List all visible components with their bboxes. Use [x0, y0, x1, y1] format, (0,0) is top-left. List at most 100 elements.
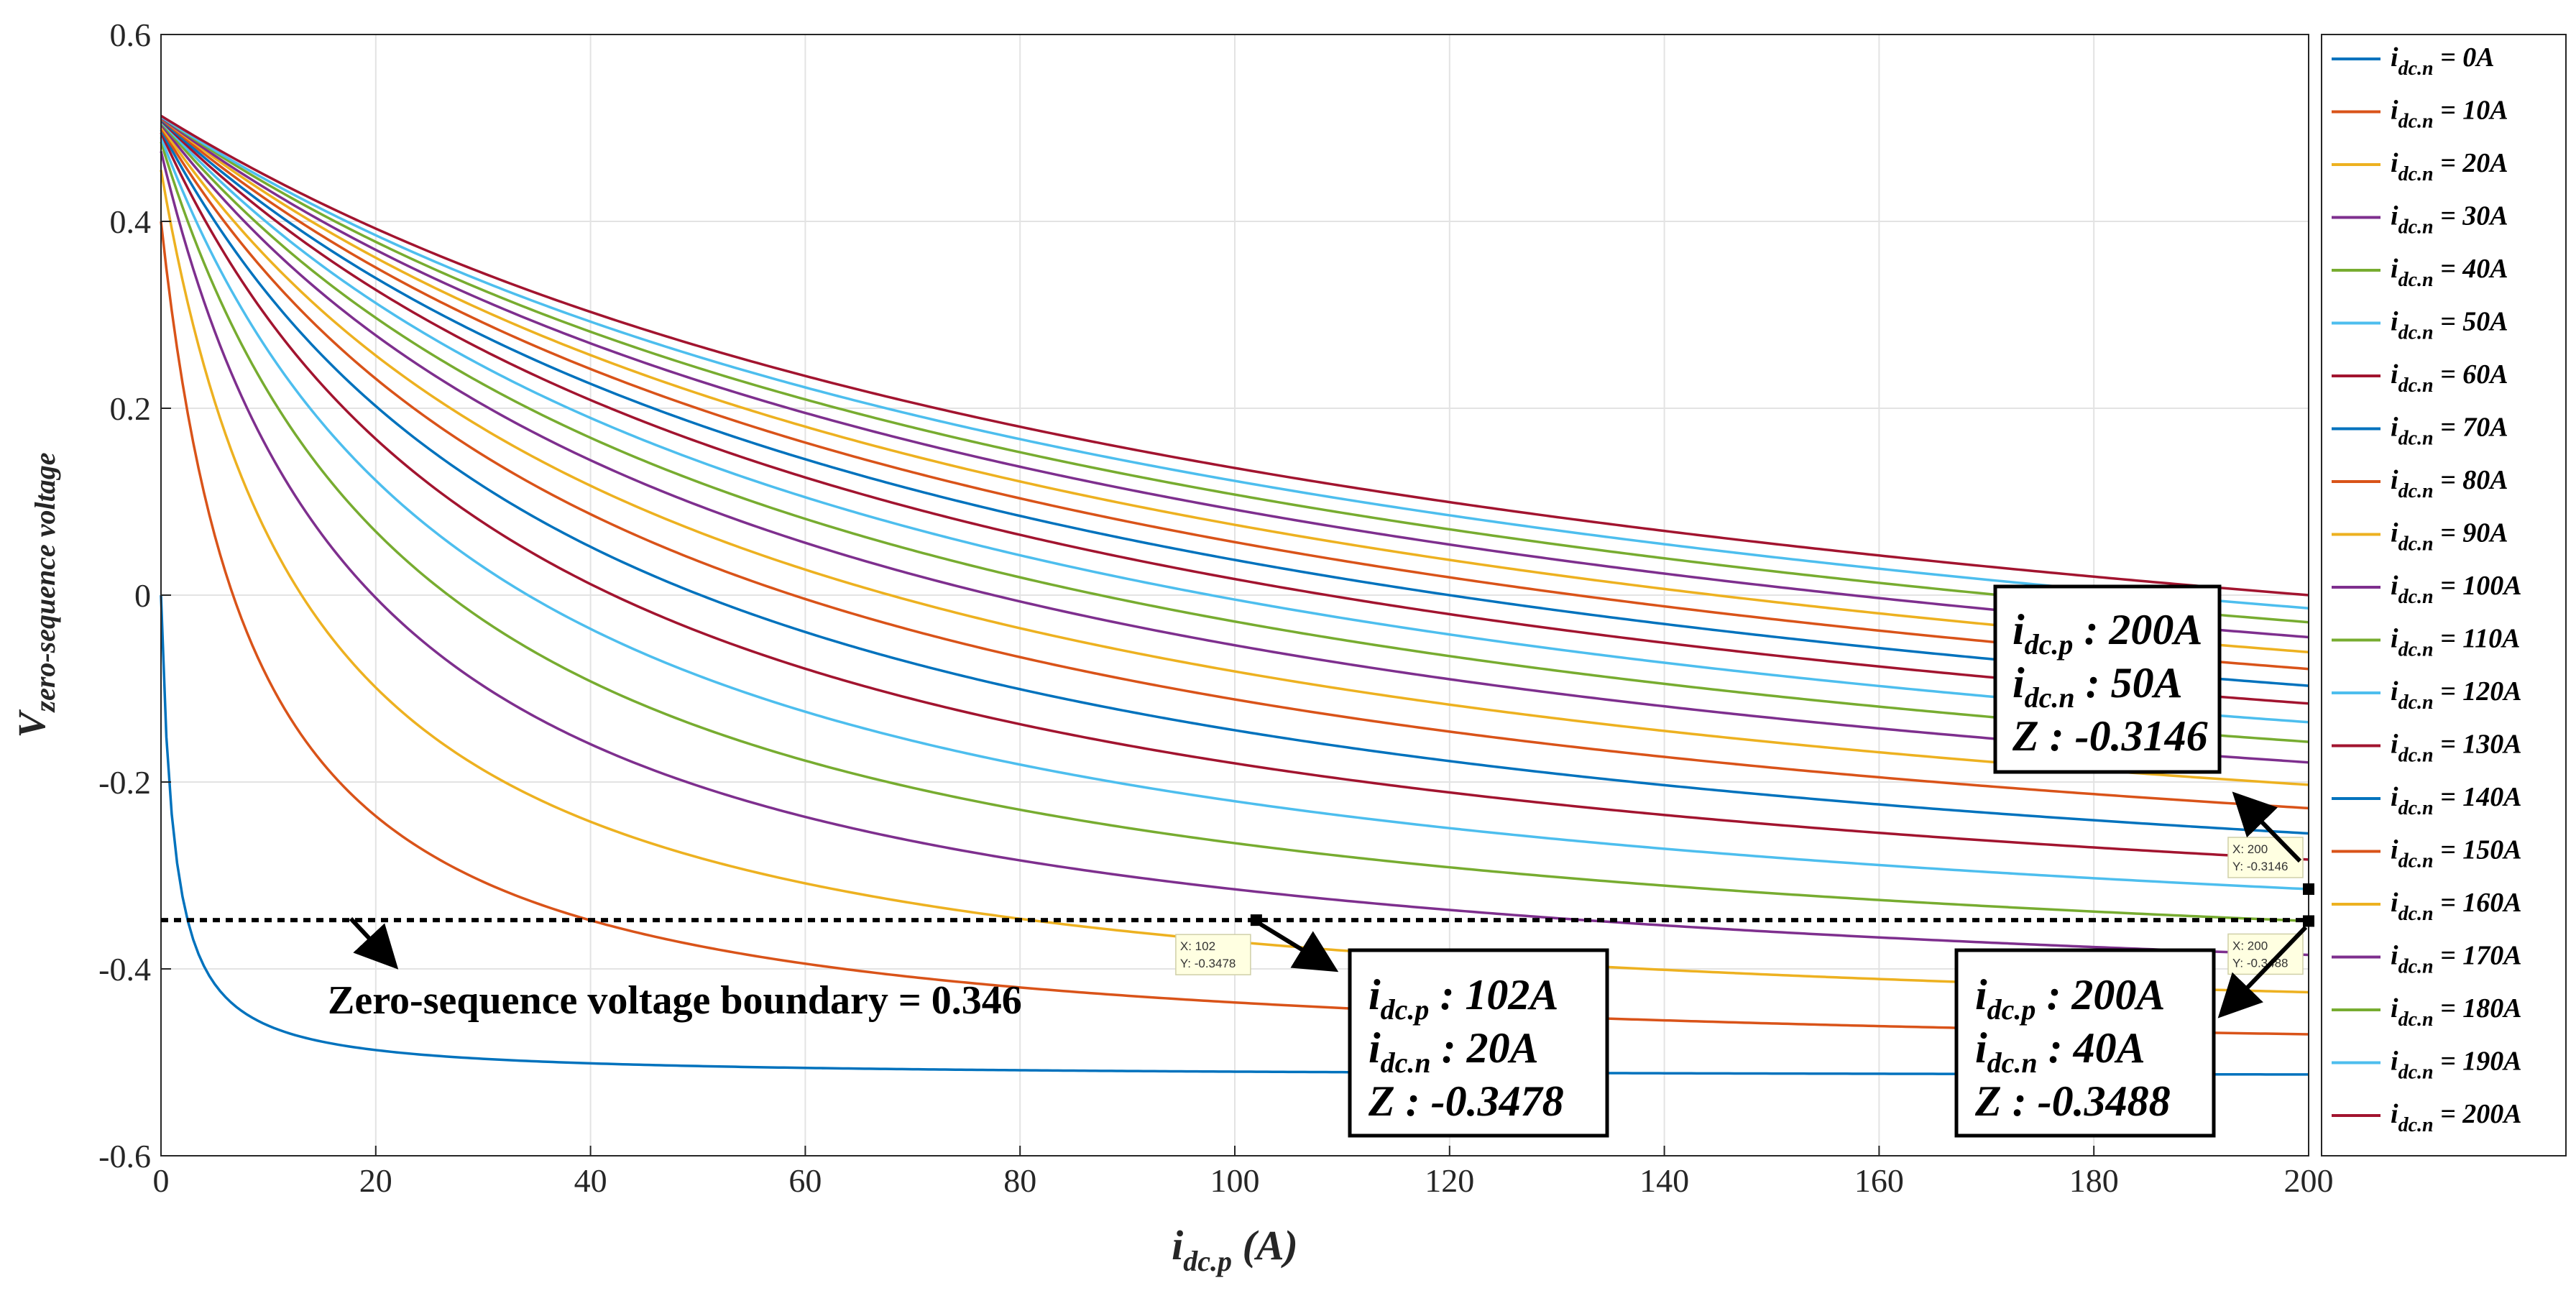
legend: idc.n = 0A idc.n = 10A idc.n = 20A idc.n = …: [2332, 42, 2522, 1136]
annotation-2-line-2: idc.n : 20A: [1368, 1024, 1539, 1079]
series-line-idcn-150: [160, 117, 2309, 671]
x-tick-label: 40: [574, 1162, 607, 1199]
series-line-idcn-70: [160, 129, 2309, 835]
legend-label-idcn-190: idc.n = 190A: [2391, 1047, 2522, 1084]
y-tick-label: 0.2: [110, 390, 152, 427]
annotation-3-line-2: idc.n : 40A: [1975, 1024, 2145, 1079]
series-line-idcn-110: [160, 121, 2309, 743]
series-line-idcn-80: [160, 127, 2309, 810]
annotation-3-box: [1954, 948, 2216, 1138]
series-line-idcn-50: [160, 137, 2309, 891]
boundary-arrow: [349, 916, 399, 970]
boundary-label: Zero-sequence voltage boundary = 0.346: [328, 978, 1022, 1023]
annotation-1-box: [1993, 584, 2222, 774]
legend-label-idcn-30: idc.n = 30A: [2391, 201, 2508, 239]
annotation-1: idc.p : 200A idc.n : 50A Z : -0.3146: [1993, 584, 2302, 863]
x-tick-label: 0: [153, 1162, 170, 1199]
annotation-3: idc.p : 200A idc.n : 40A Z : -0.3488: [1954, 925, 2308, 1138]
x-tick-label: 20: [359, 1162, 392, 1199]
datatip-x-label: X: 200: [2232, 842, 2268, 856]
y-axis-label: Vzero-sequence voltage: [10, 452, 61, 737]
x-tick-label: 140: [1639, 1162, 1689, 1199]
legend-label-idcn-140: idc.n = 140A: [2391, 782, 2522, 819]
legend-label-idcn-70: idc.n = 70A: [2391, 413, 2508, 450]
legend-label-idcn-80: idc.n = 80A: [2391, 465, 2508, 502]
datatip-x-label: X: 200: [2232, 939, 2268, 952]
tick-labels: 0 20 40 60 80 100 120 140 160 180 2000.60.40.20-0.…: [98, 17, 2333, 1199]
x-tick-label: 60: [788, 1162, 822, 1199]
annotation-2-line-1: idc.p : 102A: [1368, 971, 1558, 1026]
legend-label-idcn-150: idc.n = 150A: [2391, 835, 2522, 873]
annotation-2: idc.p : 102A idc.n : 20A Z : -0.3478: [1259, 922, 1609, 1138]
y-tick-label: -0.2: [98, 764, 151, 801]
legend-label-idcn-50: idc.n = 50A: [2391, 307, 2508, 344]
annotation-2-box: [1348, 948, 1609, 1138]
series-line-idcn-60: [160, 132, 2309, 861]
series-line-idcn-160: [160, 116, 2309, 654]
annotation-3-arrow: [2217, 925, 2308, 1018]
annotation-1-line-1: idc.p : 200A: [2012, 606, 2202, 661]
x-axis-label: idc.p (A): [1172, 1222, 1298, 1277]
curves: [160, 114, 2309, 1076]
datatip-box: [2227, 837, 2304, 878]
datatip-y-label: Y: -0.3146: [2232, 860, 2288, 873]
datatip-y-label: Y: -0.3478: [1180, 957, 1236, 970]
x-tick-label: 160: [1854, 1162, 1904, 1199]
legend-label-idcn-0: idc.n = 0A: [2391, 42, 2495, 80]
legend-label-idcn-100: idc.n = 100A: [2391, 571, 2522, 608]
y-tick-label: 0: [134, 577, 151, 614]
annotation-2-line-3: Z : -0.3478: [1368, 1077, 1564, 1125]
x-tick-label: 120: [1425, 1162, 1474, 1199]
legend-label-idcn-200: idc.n = 200A: [2391, 1099, 2522, 1136]
x-tick-label: 100: [1210, 1162, 1260, 1199]
series-line-idcn-200: [160, 114, 2309, 597]
series-line-idcn-0: [160, 594, 2309, 1076]
annotation-1-line-2: idc.n : 50A: [2012, 659, 2183, 714]
series-line-idcn-140: [160, 119, 2309, 687]
legend-label-idcn-170: idc.n = 170A: [2391, 941, 2522, 978]
series-line-idcn-30: [160, 151, 2309, 957]
x-tick-label: 80: [1003, 1162, 1036, 1199]
y-tick-label: 0.4: [110, 203, 152, 240]
y-axis-label-main: V: [10, 709, 53, 738]
series-line-idcn-100: [160, 123, 2309, 764]
series-line-idcn-40: [160, 141, 2309, 923]
datatip-y-label: Y: -0.3488: [2232, 956, 2288, 970]
legend-label-idcn-90: idc.n = 90A: [2391, 518, 2508, 556]
datatips: X: 102 Y: -0.3478 X: 200 Y: -0.3146 X: 200 Y:…: [1175, 837, 2314, 975]
series-line-idcn-90: [160, 125, 2309, 786]
legend-label-idcn-40: idc.n = 40A: [2391, 254, 2508, 291]
series-line-idcn-120: [160, 120, 2309, 724]
x-axis-label-rest: (A): [1232, 1222, 1298, 1269]
x-axis-label-main: i: [1172, 1222, 1183, 1269]
legend-label-idcn-160: idc.n = 160A: [2391, 888, 2522, 925]
series-line-idcn-10: [160, 221, 2309, 1036]
datatip-marker: [2303, 883, 2314, 895]
x-tick-label: 180: [2069, 1162, 2119, 1199]
legend-label-idcn-20: idc.n = 20A: [2391, 148, 2508, 185]
series-line-idcn-190: [160, 115, 2309, 610]
annotation-2-arrow: [1259, 922, 1339, 972]
legend-box: [2321, 34, 2567, 1156]
x-tick-label: 200: [2284, 1162, 2334, 1199]
datatip-marker: [2303, 915, 2314, 927]
legend-label-idcn-10: idc.n = 10A: [2391, 96, 2508, 133]
series-line-idcn-180: [160, 115, 2309, 624]
boundary-group: Zero-sequence voltage boundary = 0.346: [161, 916, 2309, 1023]
datatip-box: [1175, 934, 1251, 975]
datatip-marker: [1250, 914, 1262, 926]
legend-label-idcn-130: idc.n = 130A: [2391, 730, 2522, 767]
x-axis-label-sub: dc.p: [1183, 1245, 1232, 1277]
legend-label-idcn-110: idc.n = 110A: [2391, 624, 2520, 661]
datatip-x-label: X: 102: [1180, 939, 1215, 953]
annotation-1-arrow: [2232, 791, 2302, 863]
y-tick-label: 0.6: [110, 17, 152, 53]
legend-label-idcn-120: idc.n = 120A: [2391, 676, 2522, 714]
annotation-3-line-1: idc.p : 200A: [1975, 971, 2165, 1026]
annotation-3-line-3: Z : -0.3488: [1974, 1077, 2171, 1125]
y-tick-label: -0.6: [98, 1138, 151, 1174]
legend-label-idcn-60: idc.n = 60A: [2391, 359, 2508, 397]
series-line-idcn-130: [160, 119, 2309, 705]
legend-label-idcn-180: idc.n = 180A: [2391, 993, 2522, 1031]
